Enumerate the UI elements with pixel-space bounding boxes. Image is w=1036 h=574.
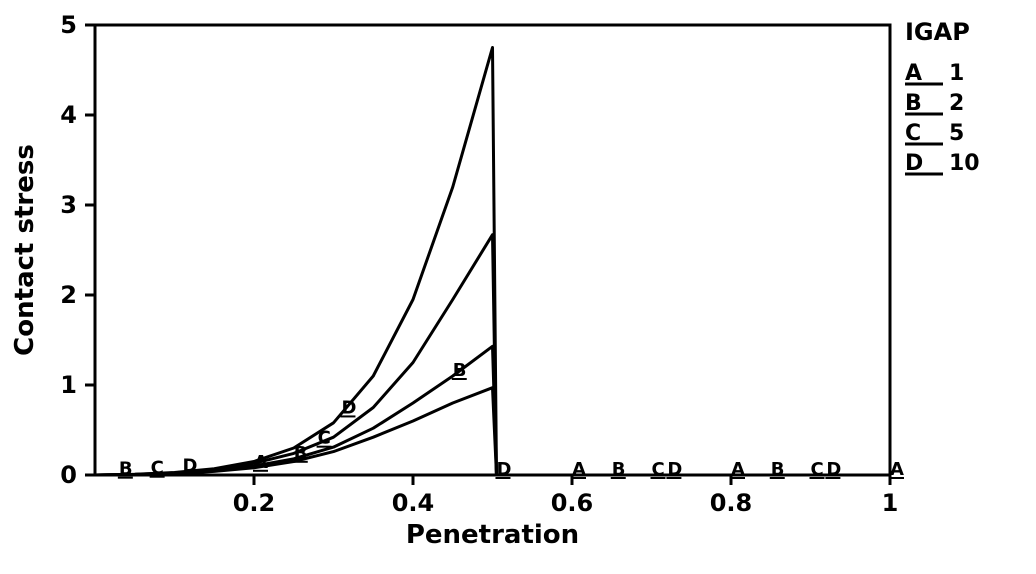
series-marker-D: D: [667, 459, 682, 480]
y-ticks: 0 1 2 3 4 5: [60, 11, 95, 489]
y-axis-label: Contact stress: [10, 144, 40, 356]
legend-label: 10: [949, 151, 980, 176]
series-marker-A: A: [731, 459, 745, 480]
series-marker-D: D: [826, 459, 841, 480]
series-marker-D: D: [182, 456, 197, 477]
legend-items: A 1 B 2 C 5 D 10: [905, 61, 980, 176]
legend-label: 2: [949, 91, 964, 116]
y-tick-label: 5: [60, 11, 77, 39]
legend-letter: A: [905, 61, 922, 86]
series-marker-C: C: [318, 428, 331, 449]
y-tick-label: 1: [60, 371, 77, 399]
series-marker-A: A: [890, 459, 904, 480]
y-tick-label: 3: [60, 191, 77, 219]
x-tick-label: 0.8: [710, 489, 753, 517]
series-marker-C: C: [811, 459, 824, 480]
chart-container: 0.2 0.4 0.6 0.8 1 0 1 2 3 4 5 Penetration Contact…: [0, 0, 1036, 574]
series-marker-B: B: [771, 459, 785, 480]
x-tick-label: 0.2: [233, 489, 276, 517]
series-letter-markers: AAAABBBBBCCCCDDDDD: [118, 360, 904, 480]
series-marker-C: C: [151, 458, 164, 479]
x-tick-label: 0.6: [551, 489, 594, 517]
legend: IGAP A 1 B 2 C 5 D 10: [905, 18, 980, 176]
series-marker-D: D: [496, 459, 511, 480]
legend-label: 5: [949, 121, 964, 146]
x-tick-label: 1: [882, 489, 899, 517]
series-marker-B: B: [294, 443, 308, 464]
series-marker-B: B: [119, 459, 133, 480]
y-tick-label: 4: [60, 101, 77, 129]
series-marker-B: B: [453, 360, 467, 381]
legend-letter: B: [905, 91, 922, 116]
series-marker-C: C: [652, 459, 665, 480]
legend-title: IGAP: [905, 18, 970, 46]
legend-label: 1: [949, 61, 964, 86]
x-axis-label: Penetration: [406, 520, 579, 550]
legend-letter: C: [905, 121, 921, 146]
series-marker-B: B: [612, 459, 626, 480]
x-tick-label: 0.4: [392, 489, 435, 517]
legend-letter: D: [905, 151, 923, 176]
series-marker-A: A: [254, 452, 268, 473]
x-ticks: 0.2 0.4 0.6 0.8 1: [233, 475, 899, 517]
y-tick-label: 0: [60, 461, 77, 489]
series-lines: [95, 48, 890, 476]
series-marker-A: A: [572, 459, 586, 480]
chart-svg: 0.2 0.4 0.6 0.8 1 0 1 2 3 4 5 Penetration Contact…: [0, 0, 1036, 574]
series-marker-D: D: [341, 397, 356, 418]
y-tick-label: 2: [60, 281, 77, 309]
